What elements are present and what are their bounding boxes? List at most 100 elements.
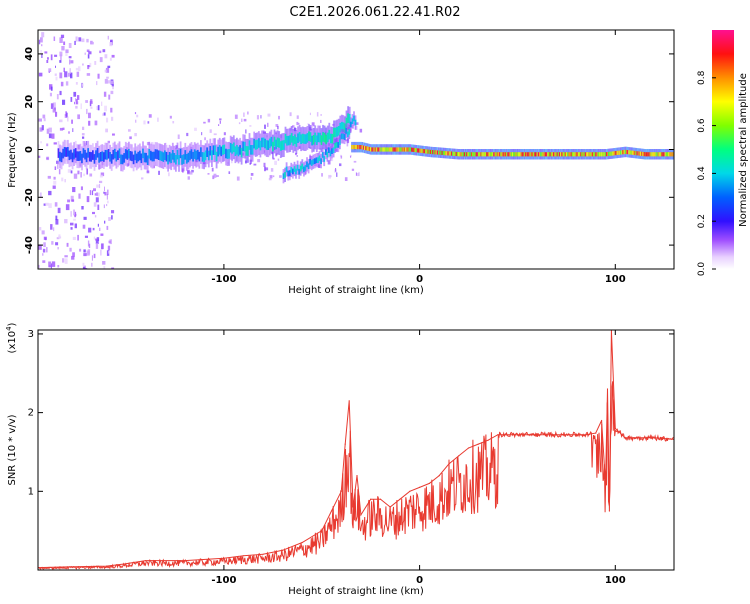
spectrogram-cell: [345, 117, 348, 128]
spectrogram-noise-cell: [48, 133, 52, 139]
spectrogram-noise-cell: [103, 91, 107, 97]
spectrogram-cell: [315, 157, 318, 164]
spectrogram-cell: [236, 145, 238, 155]
spectrogram-noise-cell: [41, 230, 45, 235]
spectrogram-cell: [614, 151, 616, 156]
snr-ylabel: SNR (10 * v/v): [7, 414, 18, 485]
spectrogram-cell: [380, 147, 382, 152]
spectrogram-noise-cell: [106, 117, 109, 123]
spectrogram-noise-cell: [63, 41, 66, 46]
spectrogram-cell: [160, 151, 163, 161]
spectrogram-cell: [396, 147, 399, 152]
spectrogram-noise-cell: [50, 103, 54, 109]
spectrogram-noise-cell: [67, 169, 72, 173]
spectrogram-cell: [247, 146, 249, 156]
spectrogram-cell: [428, 149, 430, 154]
spectrogram-cell: [411, 147, 413, 152]
snr-point: [389, 506, 391, 508]
spectrogram-cell: [159, 150, 162, 161]
colorbar-tick-label: 0.2: [697, 214, 707, 228]
spectrogram-track-diagonal-branch: [282, 111, 357, 184]
spectrogram-cell: [546, 152, 548, 157]
spectrogram-cell: [282, 173, 285, 179]
spectrogram-noise-cell: [64, 179, 66, 183]
spectrogram-cell: [399, 147, 401, 152]
spectrogram-noise-cell: [86, 168, 88, 175]
spectrogram-cell: [524, 152, 527, 157]
spectrogram-noise-cell: [96, 81, 98, 86]
spectrogram-cell: [70, 149, 72, 160]
spectrogram-cell: [65, 147, 68, 157]
spectrogram-noise-cell: [53, 36, 56, 41]
spectrogram-cell: [657, 152, 659, 157]
spectrogram-cell: [164, 150, 166, 160]
spectrogram-cell: [394, 147, 396, 152]
spectrogram-cell: [638, 151, 641, 156]
spectrogram-noise-cell: [112, 133, 115, 136]
spectrogram-noise-cell: [129, 136, 132, 140]
spectrogram-noise-cell: [102, 261, 106, 265]
spectrogram-cell: [179, 148, 182, 159]
spectrogram-cell: [209, 145, 212, 156]
spectrogram-noise-cell: [60, 54, 62, 61]
spectrogram-noise-cell: [316, 112, 319, 117]
spectrogram-cell: [365, 146, 367, 151]
spectrogram-cell: [632, 150, 635, 155]
spectrogram-cell: [123, 153, 126, 163]
spectrogram-noise-cell: [82, 267, 86, 269]
spectrogram-noise-cell: [41, 53, 43, 58]
spectrogram-cell: [413, 147, 415, 152]
spectrogram-noise-cell: [81, 38, 85, 43]
spectrogram-cell: [342, 133, 344, 140]
spectrogram-cell: [165, 151, 168, 162]
spectrogram-cell: [616, 150, 618, 155]
spectrogram-cell: [298, 132, 301, 142]
spectrogram-cell: [140, 153, 143, 164]
spectrogram-noise-cell: [54, 166, 57, 170]
spectrogram-cell: [113, 148, 116, 159]
spectrogram-cell: [371, 147, 373, 152]
spectrogram-cell: [458, 152, 460, 157]
spectrogram-noise-cell: [66, 242, 69, 247]
snr-xlabel: Height of straight line (km): [288, 586, 424, 597]
spectrogram-cell: [647, 152, 649, 157]
snr-point: [66, 566, 68, 568]
spectrogram-cell: [496, 152, 498, 157]
snr-point: [242, 555, 245, 557]
spectrogram-cell: [567, 152, 569, 157]
spectrogram-cell: [353, 115, 355, 122]
spectrogram-noise-cell: [73, 218, 76, 221]
spectrogram-cell: [200, 147, 202, 157]
spectrogram-noise-cell: [40, 141, 42, 144]
spectrogram-cell: [243, 141, 246, 152]
spectrogram-cell: [629, 150, 631, 155]
spectrogram-cell: [115, 151, 118, 162]
spectrogram-noise-cell: [97, 192, 100, 197]
spectrogram-noise-cell: [107, 245, 111, 251]
spectrogram-noise-cell: [68, 72, 72, 77]
spectrogram-cell: [472, 152, 474, 157]
spectrogram-cell: [510, 152, 513, 157]
spectrogram-cell: [288, 170, 291, 176]
spectrogram-cell: [631, 150, 633, 155]
spectrogram-cell: [339, 122, 342, 133]
colorbar-gradient: [712, 30, 734, 269]
spectrogram-cell: [531, 152, 534, 157]
spectrogram-cell: [309, 132, 312, 142]
spectrogram-noise-cell: [78, 37, 82, 42]
spectrogram-noise-cell: [234, 114, 238, 119]
spectrogram-cell: [96, 148, 99, 158]
spectrogram-noise-cell: [59, 119, 63, 123]
spectrogram-cell: [542, 152, 544, 157]
spectrogram-noise-cell: [95, 239, 99, 244]
spectrogram-cell: [637, 151, 639, 156]
spectrogram-noise-cell: [54, 73, 57, 76]
spectrogram-cell: [68, 150, 71, 161]
spectrogram-noise-cell: [70, 222, 74, 226]
spectrogram-cell: [117, 150, 119, 160]
spectrogram-cell: [543, 152, 545, 157]
spectrogram-noise-cell: [263, 162, 266, 167]
spectrogram-cell: [351, 118, 354, 125]
spectrogram-noise-cell: [103, 266, 106, 269]
spectrogram-cell: [170, 153, 173, 163]
